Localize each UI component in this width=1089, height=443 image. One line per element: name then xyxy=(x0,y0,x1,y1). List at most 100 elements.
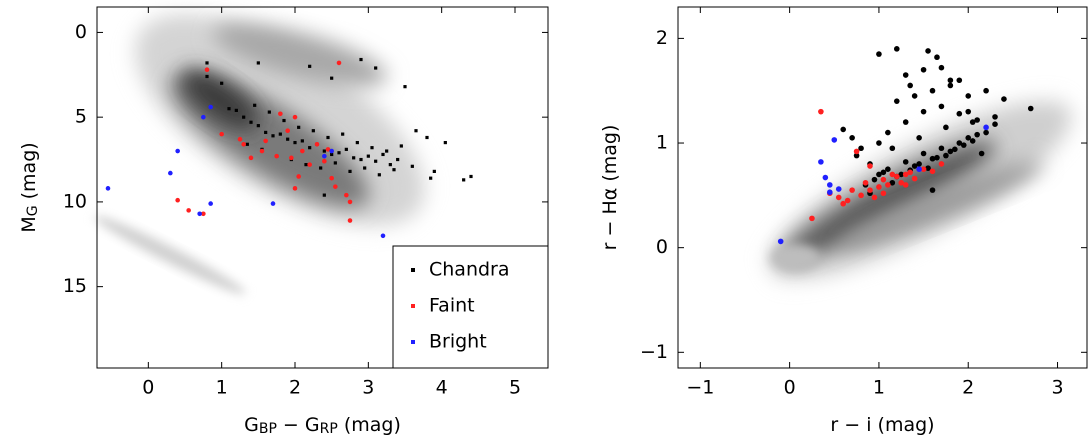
point xyxy=(201,211,206,217)
point xyxy=(831,137,838,143)
point xyxy=(853,148,860,155)
axis-label: r − i (mag) xyxy=(830,414,934,436)
legend-box xyxy=(392,245,549,369)
y-tick-label: −1 xyxy=(640,341,668,363)
point xyxy=(889,145,896,152)
axis-label-part: (mag) xyxy=(18,142,40,205)
point xyxy=(219,131,224,137)
x-tick-label: −1 xyxy=(686,377,714,399)
point xyxy=(974,117,980,123)
axis-label: GBP − GRP (mag) xyxy=(244,414,401,438)
point xyxy=(849,134,855,141)
point xyxy=(337,151,341,155)
point xyxy=(956,77,963,84)
legend-marker xyxy=(411,304,415,308)
point xyxy=(911,93,918,99)
point xyxy=(352,156,356,160)
point xyxy=(876,184,882,190)
point xyxy=(867,187,873,193)
point xyxy=(186,208,191,213)
point xyxy=(208,201,213,206)
point xyxy=(341,132,345,136)
point xyxy=(289,155,294,161)
point xyxy=(385,149,389,153)
point xyxy=(208,104,213,110)
point xyxy=(227,107,231,111)
point xyxy=(347,218,353,223)
point xyxy=(344,192,349,198)
point xyxy=(938,145,945,152)
axis-label-part: (mag) xyxy=(338,414,401,436)
point xyxy=(377,173,381,177)
point xyxy=(319,166,323,170)
point xyxy=(330,152,334,157)
point xyxy=(818,108,824,115)
point xyxy=(871,176,878,183)
legend-label: Faint xyxy=(429,295,475,317)
point xyxy=(253,103,257,107)
point xyxy=(234,108,238,112)
point xyxy=(822,174,829,181)
x-tick-label: 5 xyxy=(509,377,521,399)
point xyxy=(880,190,887,197)
point xyxy=(827,182,833,188)
point xyxy=(969,119,976,125)
point xyxy=(347,199,353,205)
point xyxy=(259,148,265,154)
point xyxy=(858,192,864,199)
point xyxy=(867,163,873,169)
point xyxy=(308,64,312,68)
point xyxy=(956,140,963,146)
point xyxy=(197,211,202,217)
point xyxy=(916,166,922,172)
point xyxy=(840,200,847,207)
point xyxy=(241,141,246,147)
point xyxy=(885,166,891,172)
point xyxy=(983,124,989,131)
point xyxy=(410,164,414,168)
point xyxy=(840,126,847,133)
point xyxy=(381,152,385,157)
y-tick-label: 0 xyxy=(75,21,87,43)
point xyxy=(374,66,378,70)
point xyxy=(902,159,909,165)
x-tick-label: 2 xyxy=(962,377,974,399)
point xyxy=(978,150,985,157)
point xyxy=(920,108,927,115)
point xyxy=(286,137,290,141)
point xyxy=(322,193,326,197)
point xyxy=(344,147,348,151)
axis-label: r − Hα (mag) xyxy=(599,125,621,251)
point xyxy=(947,82,954,89)
legend-marker xyxy=(411,268,415,272)
point xyxy=(925,165,931,171)
point xyxy=(443,140,447,145)
point xyxy=(314,141,320,147)
axis-label-part: RP xyxy=(320,421,338,437)
point xyxy=(429,176,433,180)
point xyxy=(363,166,367,170)
point xyxy=(105,186,111,191)
point xyxy=(889,171,896,178)
plot-frame xyxy=(96,6,549,369)
x-tick-label: 3 xyxy=(1051,377,1063,399)
point xyxy=(902,182,909,188)
point xyxy=(929,87,936,94)
point xyxy=(237,136,243,142)
point xyxy=(256,61,260,65)
point xyxy=(853,152,860,159)
point xyxy=(274,153,279,159)
point xyxy=(348,169,352,173)
point xyxy=(916,134,922,141)
point xyxy=(380,233,386,239)
point xyxy=(311,129,315,133)
point xyxy=(943,124,949,131)
point xyxy=(359,157,363,162)
point xyxy=(889,179,896,186)
axis-label-part: r − i (mag) xyxy=(830,414,934,436)
point xyxy=(965,134,972,141)
y-tick-label: 15 xyxy=(63,275,87,297)
point xyxy=(333,184,338,189)
